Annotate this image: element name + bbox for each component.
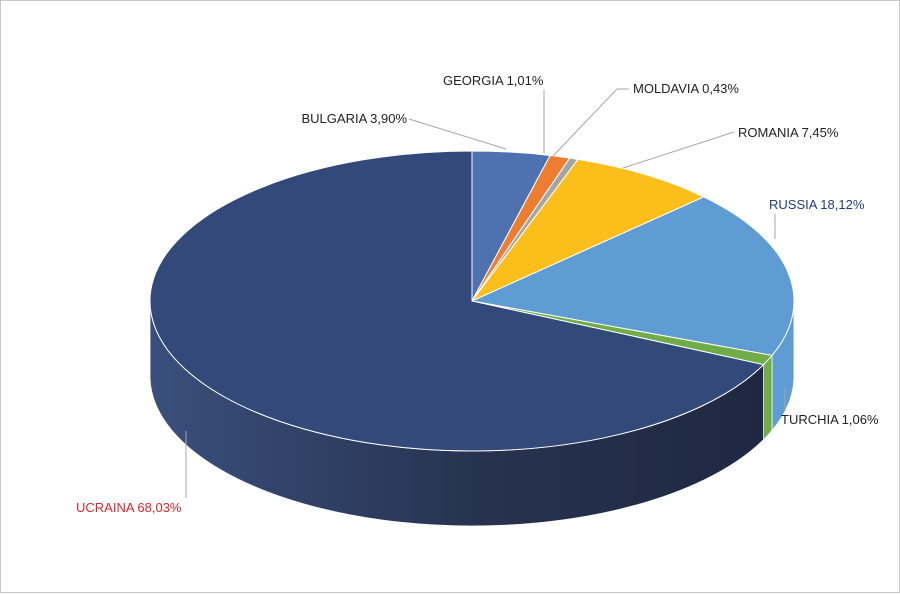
data-label-russia: RUSSIA 18,12%	[769, 197, 865, 212]
leader-line-bulgaria	[408, 118, 507, 150]
data-label-georgia: GEORGIA 1,01%	[443, 73, 544, 88]
pie-side-turchia	[763, 354, 773, 441]
data-label-bulgaria: BULGARIA 3,90%	[302, 111, 408, 126]
leader-line-moldavia	[552, 88, 629, 157]
pie-slice-romania	[471, 158, 705, 302]
leader-line-romania	[622, 131, 735, 169]
data-label-ucraina: UCRAINA 68,03%	[76, 500, 182, 515]
data-label-romania: ROMANIA 7,45%	[738, 125, 839, 140]
data-label-moldavia: MOLDAVIA 0,43%	[633, 81, 739, 96]
data-label-turchia: TURCHIA 1,06%	[781, 412, 879, 427]
pie-slice-russia	[471, 196, 795, 356]
pie-slice-ucraina	[149, 150, 765, 452]
